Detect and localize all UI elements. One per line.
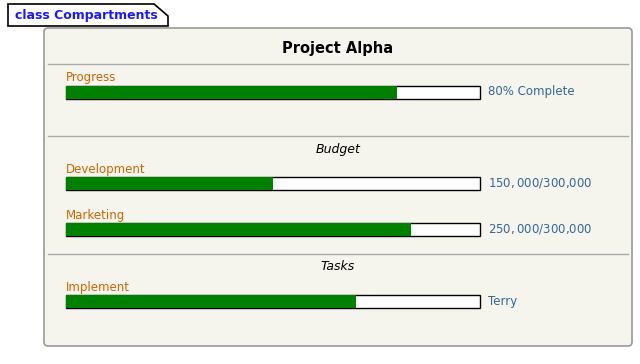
Bar bbox=[66, 86, 397, 99]
Text: $250,000 / $300,000: $250,000 / $300,000 bbox=[488, 222, 593, 237]
Bar bbox=[66, 294, 480, 308]
Polygon shape bbox=[8, 4, 168, 26]
Bar bbox=[66, 223, 480, 236]
Text: Budget: Budget bbox=[316, 142, 360, 155]
Text: Implement: Implement bbox=[66, 281, 130, 293]
FancyBboxPatch shape bbox=[44, 28, 632, 346]
Text: Development: Development bbox=[66, 162, 146, 175]
Bar bbox=[66, 294, 356, 308]
Bar bbox=[66, 177, 480, 190]
Text: class Compartments: class Compartments bbox=[15, 8, 157, 21]
Text: Tasks: Tasks bbox=[321, 261, 355, 273]
Text: Project Alpha: Project Alpha bbox=[282, 40, 394, 55]
Text: Terry: Terry bbox=[488, 294, 517, 308]
Text: Progress: Progress bbox=[66, 71, 116, 84]
Bar bbox=[66, 177, 273, 190]
Bar bbox=[66, 86, 480, 99]
Text: 80% Complete: 80% Complete bbox=[488, 86, 575, 99]
Bar bbox=[66, 223, 411, 236]
Text: $150,000 / $300,000: $150,000 / $300,000 bbox=[488, 176, 593, 190]
Text: Marketing: Marketing bbox=[66, 209, 125, 222]
